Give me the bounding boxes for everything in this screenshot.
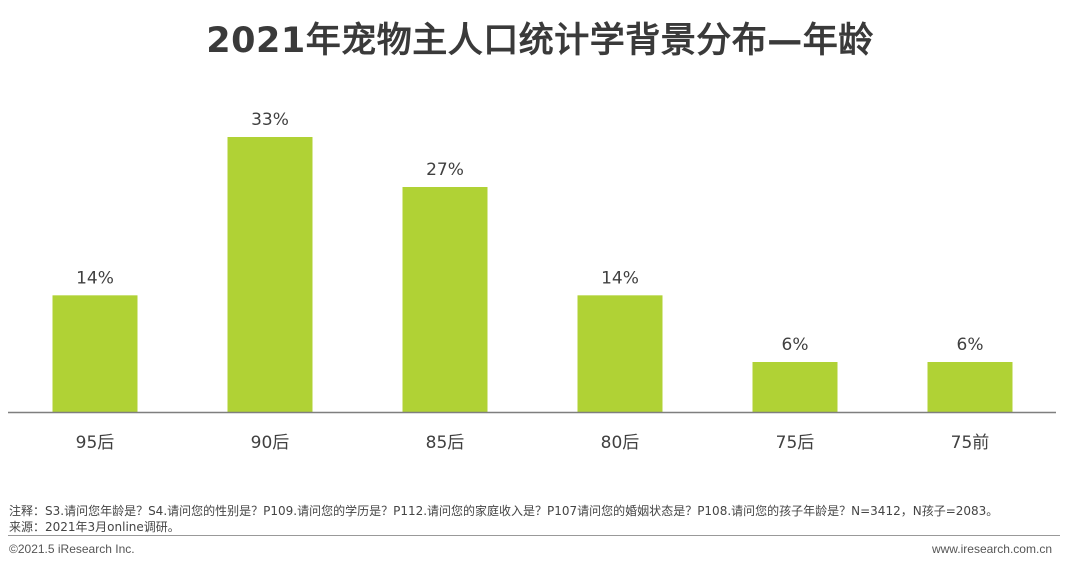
x-tick-label-1: 90后 [251,433,290,453]
footer-divider [8,535,1060,536]
website-text: www.iresearch.com.cn [931,542,1052,556]
bar-3 [577,295,663,412]
data-label-2: 27% [426,160,464,180]
bar-chart: 14% 95后 33% 90后 27% 85后 14% 80后 6% 75后 6% 75前 [8,110,1056,453]
x-tick-label-4: 75后 [776,433,815,453]
bar-2 [402,187,488,412]
bar-0 [52,295,138,412]
data-label-3: 14% [601,268,639,288]
data-label-1: 33% [251,110,289,130]
x-tick-label-2: 85后 [426,433,465,453]
chart-title: 2021年宠物主人口统计学背景分布—年龄 [206,21,874,61]
copyright-text: ©2021.5 iResearch Inc. [9,542,135,556]
data-label-5: 6% [957,335,984,355]
bar-1 [227,137,313,412]
chart-note: 注释：S3.请问您年龄是？S4.请问您的性别是？P109.请问您的学历是？P11… [9,504,999,518]
bar-5 [927,362,1013,412]
x-tick-label-0: 95后 [76,433,115,453]
data-label-0: 14% [76,268,114,288]
x-tick-label-5: 75前 [951,433,990,453]
x-tick-label-3: 80后 [601,433,640,453]
bar-4 [752,362,838,412]
chart-source: 来源：2021年3月online调研。 [9,520,180,534]
data-label-4: 6% [782,335,809,355]
